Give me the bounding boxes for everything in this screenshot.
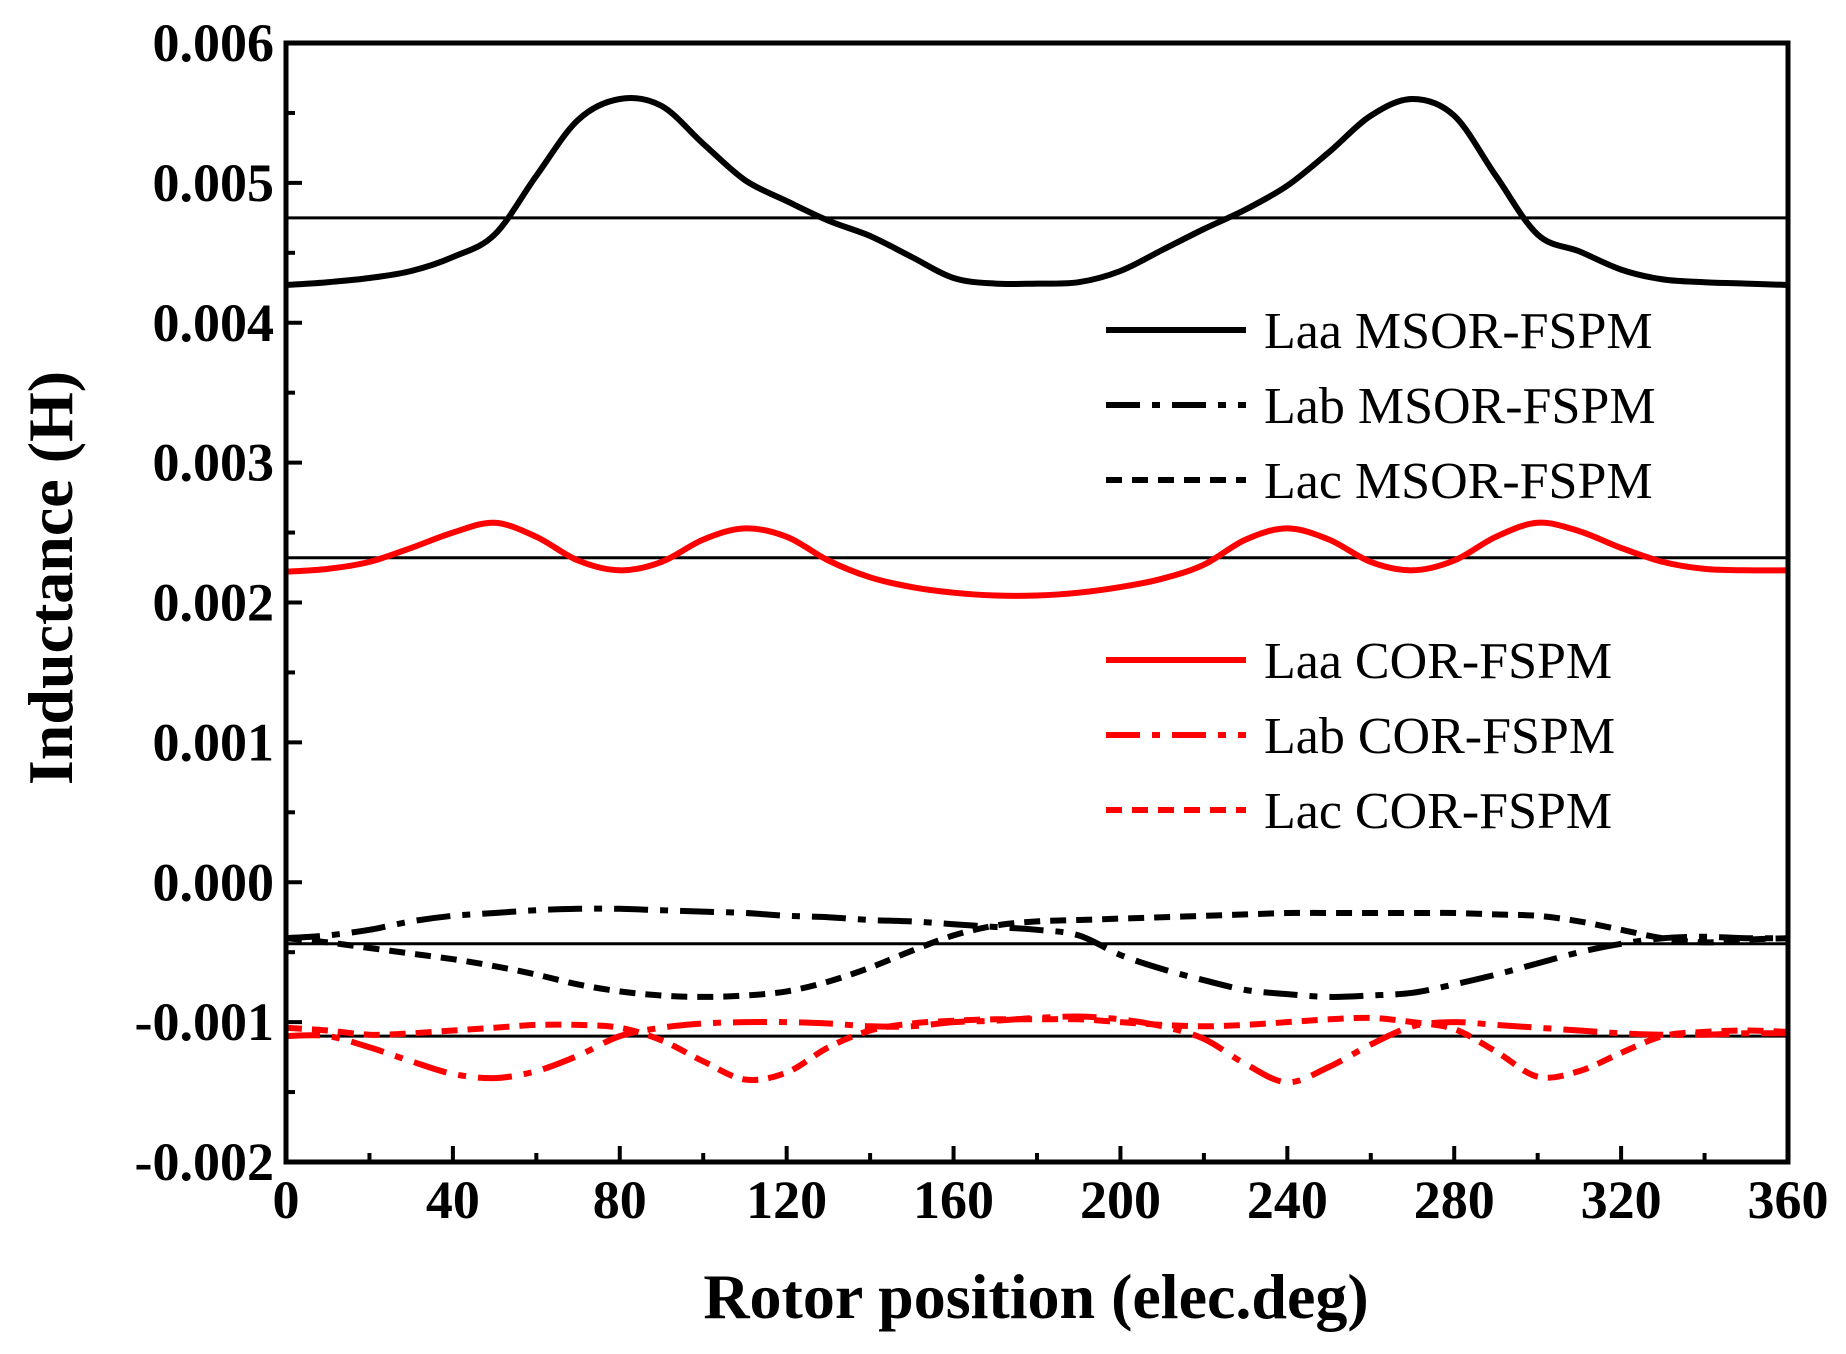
series-lines [285,95,1789,1086]
legend: Laa MSOR-FSPM Lab MSOR-FSPM Lac MSOR-FSPM L… [1106,303,1656,840]
series-line-lac-msor-fspm [285,909,1789,1000]
average-reference-lines [286,216,1788,1038]
series-line-laa-cor-fspm [285,519,1789,599]
axis-ticks [284,41,1790,1164]
legend-entry-lac-msor-fspm: Lac MSOR-FSPM [1106,453,1653,510]
x-tick-label: 320 [1581,1170,1662,1230]
y-tick-labels: -0.002 -0.001 0.000 0.001 0.002 0.003 0.004 0.0… [135,13,274,1192]
y-tick-label: -0.001 [135,992,274,1052]
x-tick-label: 360 [1748,1170,1829,1230]
x-tick-label: 0 [273,1170,300,1230]
x-tick-label: 40 [426,1170,480,1230]
legend-label: Lac MSOR-FSPM [1264,453,1653,510]
legend-entry-lab-msor-fspm: Lab MSOR-FSPM [1106,378,1656,435]
legend-entry-lac-cor-fspm: Lac COR-FSPM [1106,783,1612,840]
x-tick-labels: 0 40 80 120 160 200 240 280 320 360 [273,1170,1829,1230]
y-tick-label: 0.001 [153,712,275,772]
x-axis-title: Rotor position (elec.deg) [703,1261,1368,1332]
x-tick-label: 200 [1080,1170,1161,1230]
series-line-lac-cor-fspm [285,1014,1789,1083]
y-tick-label: 0.003 [153,433,275,493]
y-tick-label: 0.002 [153,573,275,633]
y-tick-label: 0.006 [153,13,275,73]
legend-label: Lac COR-FSPM [1264,783,1612,840]
x-tick-label: 280 [1414,1170,1495,1230]
series-line-lab-msor-fspm [285,905,1789,1000]
y-tick-label: 0.000 [153,852,275,912]
y-tick-label: 0.004 [153,293,275,353]
legend-entry-laa-msor-fspm: Laa MSOR-FSPM [1106,303,1653,360]
legend-entry-lab-cor-fspm: Lab COR-FSPM [1106,708,1615,765]
y-axis-title: Inductance (H) [15,371,86,785]
legend-label: Laa COR-FSPM [1264,633,1612,690]
series-line-laa-msor-fspm [285,95,1789,288]
legend-entry-laa-cor-fspm: Laa COR-FSPM [1106,633,1612,690]
x-tick-label: 160 [913,1170,994,1230]
x-tick-label: 80 [593,1170,647,1230]
legend-label: Laa MSOR-FSPM [1264,303,1653,360]
legend-label: Lab COR-FSPM [1264,708,1615,765]
y-tick-label: -0.002 [135,1132,274,1192]
x-tick-label: 240 [1247,1170,1328,1230]
y-tick-label: 0.005 [153,153,275,213]
x-tick-label: 120 [746,1170,827,1230]
legend-label: Lab MSOR-FSPM [1264,378,1656,435]
